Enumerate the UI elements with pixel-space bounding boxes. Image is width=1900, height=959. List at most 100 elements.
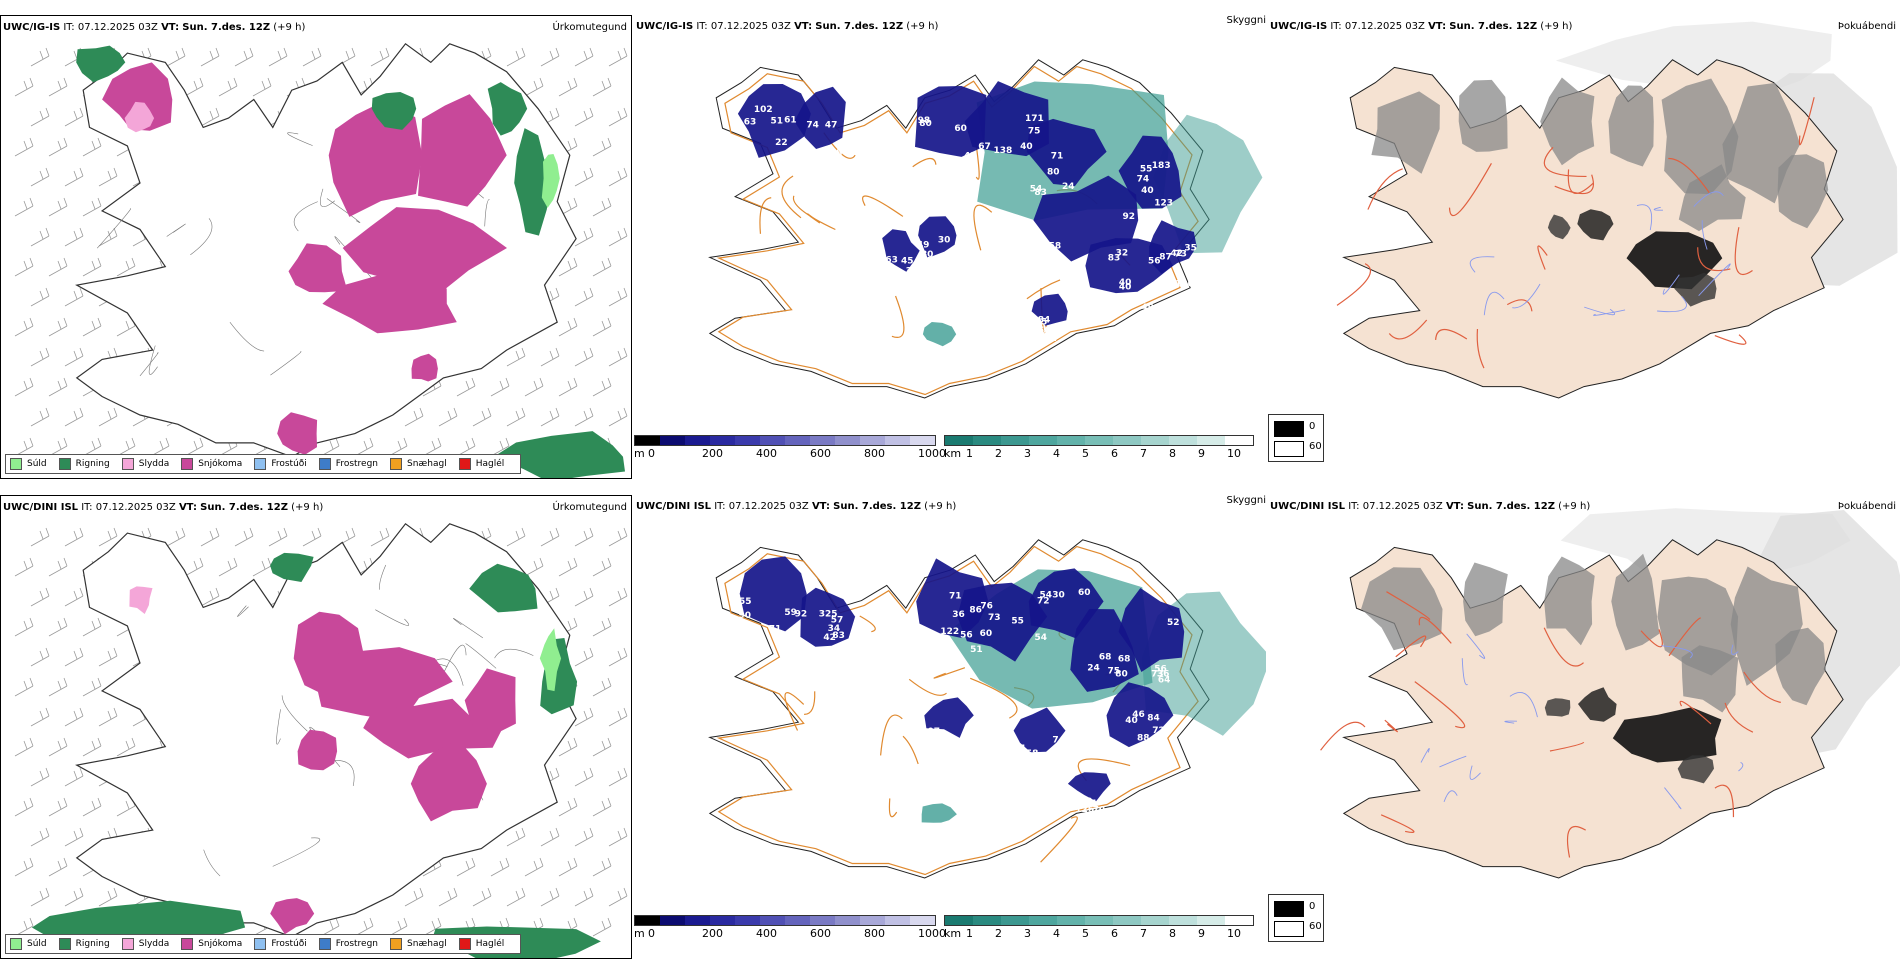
visibility-value: 102: [754, 105, 773, 115]
visibility-value: 40: [1125, 716, 1138, 726]
visibility-value: 32: [1116, 249, 1129, 259]
visibility-value: 55: [1011, 617, 1024, 627]
forecast-header: UWC/DINI ISL IT: 07.12.2025 03Z VT: Sun.…: [636, 501, 956, 513]
visibility-value: 73: [1151, 669, 1164, 679]
visibility-value: 42: [964, 151, 977, 161]
colorbar-tick: 1000: [918, 927, 946, 940]
legend-label: Frostúði: [271, 459, 307, 469]
legend-item: Rigning: [58, 458, 110, 470]
fog-legend: 0 60: [1268, 414, 1324, 462]
visibility-value: 36: [1157, 670, 1170, 680]
colorbar-tick: 4: [1053, 927, 1060, 940]
visibility-value: 40: [1141, 186, 1154, 196]
colorbar-tick: 0: [648, 927, 655, 940]
colorbar-tick: 10: [1227, 447, 1241, 460]
roads: [1320, 591, 1781, 858]
legend-label: Frostúði: [271, 939, 307, 949]
colorbar-swatch: [1197, 916, 1225, 925]
colorbar-tick: 400: [756, 927, 777, 940]
visibility-value: 58: [1026, 749, 1039, 759]
lead-time: (+9 h): [1540, 21, 1573, 32]
visibility-value: 126: [1075, 805, 1094, 815]
legend-label: Snjókoma: [198, 939, 243, 949]
vt-label: VT:: [1445, 501, 1464, 512]
roads: [1336, 97, 1815, 369]
visibility-title: Skyggni: [1226, 15, 1266, 26]
visibility-value: 80: [919, 119, 932, 129]
visibility-panel: 92 57 51 73 30 75 73 72 108 60 74 71 42 56 76 72 68 56 84 5…: [634, 495, 1266, 959]
lead-time: (+9 h): [273, 22, 306, 33]
colorbar-tick: 200: [702, 927, 723, 940]
visibility-value: 34: [828, 624, 841, 634]
valid-time: Sun. 7.des. 12Z: [1449, 21, 1538, 32]
colorbar-tick: 7: [1140, 927, 1147, 940]
legend-swatch: [181, 458, 194, 470]
visibility-value: 98: [918, 116, 931, 126]
colorbar-tick: 8: [1169, 927, 1176, 940]
colorbar-tick: 400: [756, 447, 777, 460]
colorbar-swatch: [1169, 436, 1197, 445]
legend-item: Snjókoma: [181, 458, 242, 470]
init-time: 07.12.2025 03Z: [77, 22, 158, 33]
colorbar-tick: 6: [1111, 447, 1118, 460]
colorbar-tick: 2: [995, 927, 1002, 940]
visibility-value: 78: [1021, 756, 1034, 766]
colorbar-swatch: [835, 916, 860, 925]
it-label: IT:: [1330, 21, 1342, 32]
colorbar-swatch: [810, 916, 835, 925]
vt-label: VT:: [178, 502, 197, 513]
colorbar-swatch: [685, 916, 710, 925]
colorbar-swatch: [860, 436, 885, 445]
fog-legend-swatch: [1274, 901, 1304, 917]
colorbar-swatch: [1225, 436, 1253, 445]
visibility-value: 40: [1080, 797, 1093, 807]
visibility-value: 88: [1137, 734, 1150, 744]
visibility-value: 72: [805, 150, 818, 160]
visibility-value: 83: [795, 153, 808, 163]
visibility-colorbar: km 1 2 3 4 5 6 7 8 9 10: [944, 435, 1264, 475]
colorbar-swatch: [1113, 436, 1141, 445]
colorbar-swatch: [660, 916, 685, 925]
precip-map: [14, 42, 628, 478]
visibility-value: 75: [1028, 127, 1041, 137]
colorbar-unit: m: [634, 927, 645, 940]
colorbar-unit: km: [944, 447, 962, 460]
visibility-map: 92 57 51 73 30 75 73 72 108 60 74 71 42 56 76 72 68 56 84 5…: [708, 539, 1266, 879]
visibility-value: 74: [1084, 799, 1097, 809]
legend-swatch: [58, 458, 71, 470]
legend-swatch: [10, 938, 22, 950]
colorbar-swatch: [1225, 916, 1253, 925]
fog-legend-label: 0: [1309, 421, 1316, 432]
visibility-value: 50: [1038, 326, 1051, 336]
visibility-value: 325: [819, 610, 838, 620]
valid-time: Sun. 7.des. 12Z: [833, 501, 921, 512]
visibility-value: 49: [1141, 303, 1154, 313]
visibility-value: 56: [1154, 665, 1167, 675]
visibility-panel: 83 74 60 75 71 79 56 74 120 45 40 37 51 58 42 40 54 92 40 5…: [634, 15, 1266, 479]
legend-item: Súld: [10, 458, 47, 470]
iceland-outline: [75, 522, 577, 938]
legend-swatch: [254, 938, 267, 950]
visibility-value: 70: [1093, 806, 1106, 816]
visibility-value: 171: [1025, 114, 1044, 124]
legend-item: Slydda: [121, 938, 169, 950]
legend-swatch: [121, 458, 134, 470]
colorbar-swatch: [1113, 916, 1141, 925]
visibility-value: 40: [1119, 278, 1132, 288]
visibility-value: 47: [825, 121, 838, 131]
visibility-value: 87: [1159, 253, 1172, 263]
legend-swatch: [10, 458, 22, 470]
visibility-value: 183: [1152, 161, 1171, 171]
visibility-value: 71: [769, 625, 782, 635]
legend-label: Frostregn: [335, 459, 379, 469]
colorbar-swatch: [1085, 436, 1113, 445]
colorbar-swatch: [973, 916, 1001, 925]
visibility-value: 68: [1118, 654, 1131, 664]
visibility-value: 71: [949, 592, 962, 602]
visibility-value: 49: [917, 240, 930, 250]
forecast-header: UWC/IG-IS IT: 07.12.2025 03Z VT: Sun. 7.…: [636, 21, 938, 33]
precip-title: Úrkomutegund: [552, 502, 627, 513]
visibility-value: 83: [832, 631, 845, 641]
colorbar-swatch: [1001, 436, 1029, 445]
forecast-header: UWC/IG-IS IT: 07.12.2025 03Z VT: Sun. 7.…: [1270, 21, 1572, 33]
